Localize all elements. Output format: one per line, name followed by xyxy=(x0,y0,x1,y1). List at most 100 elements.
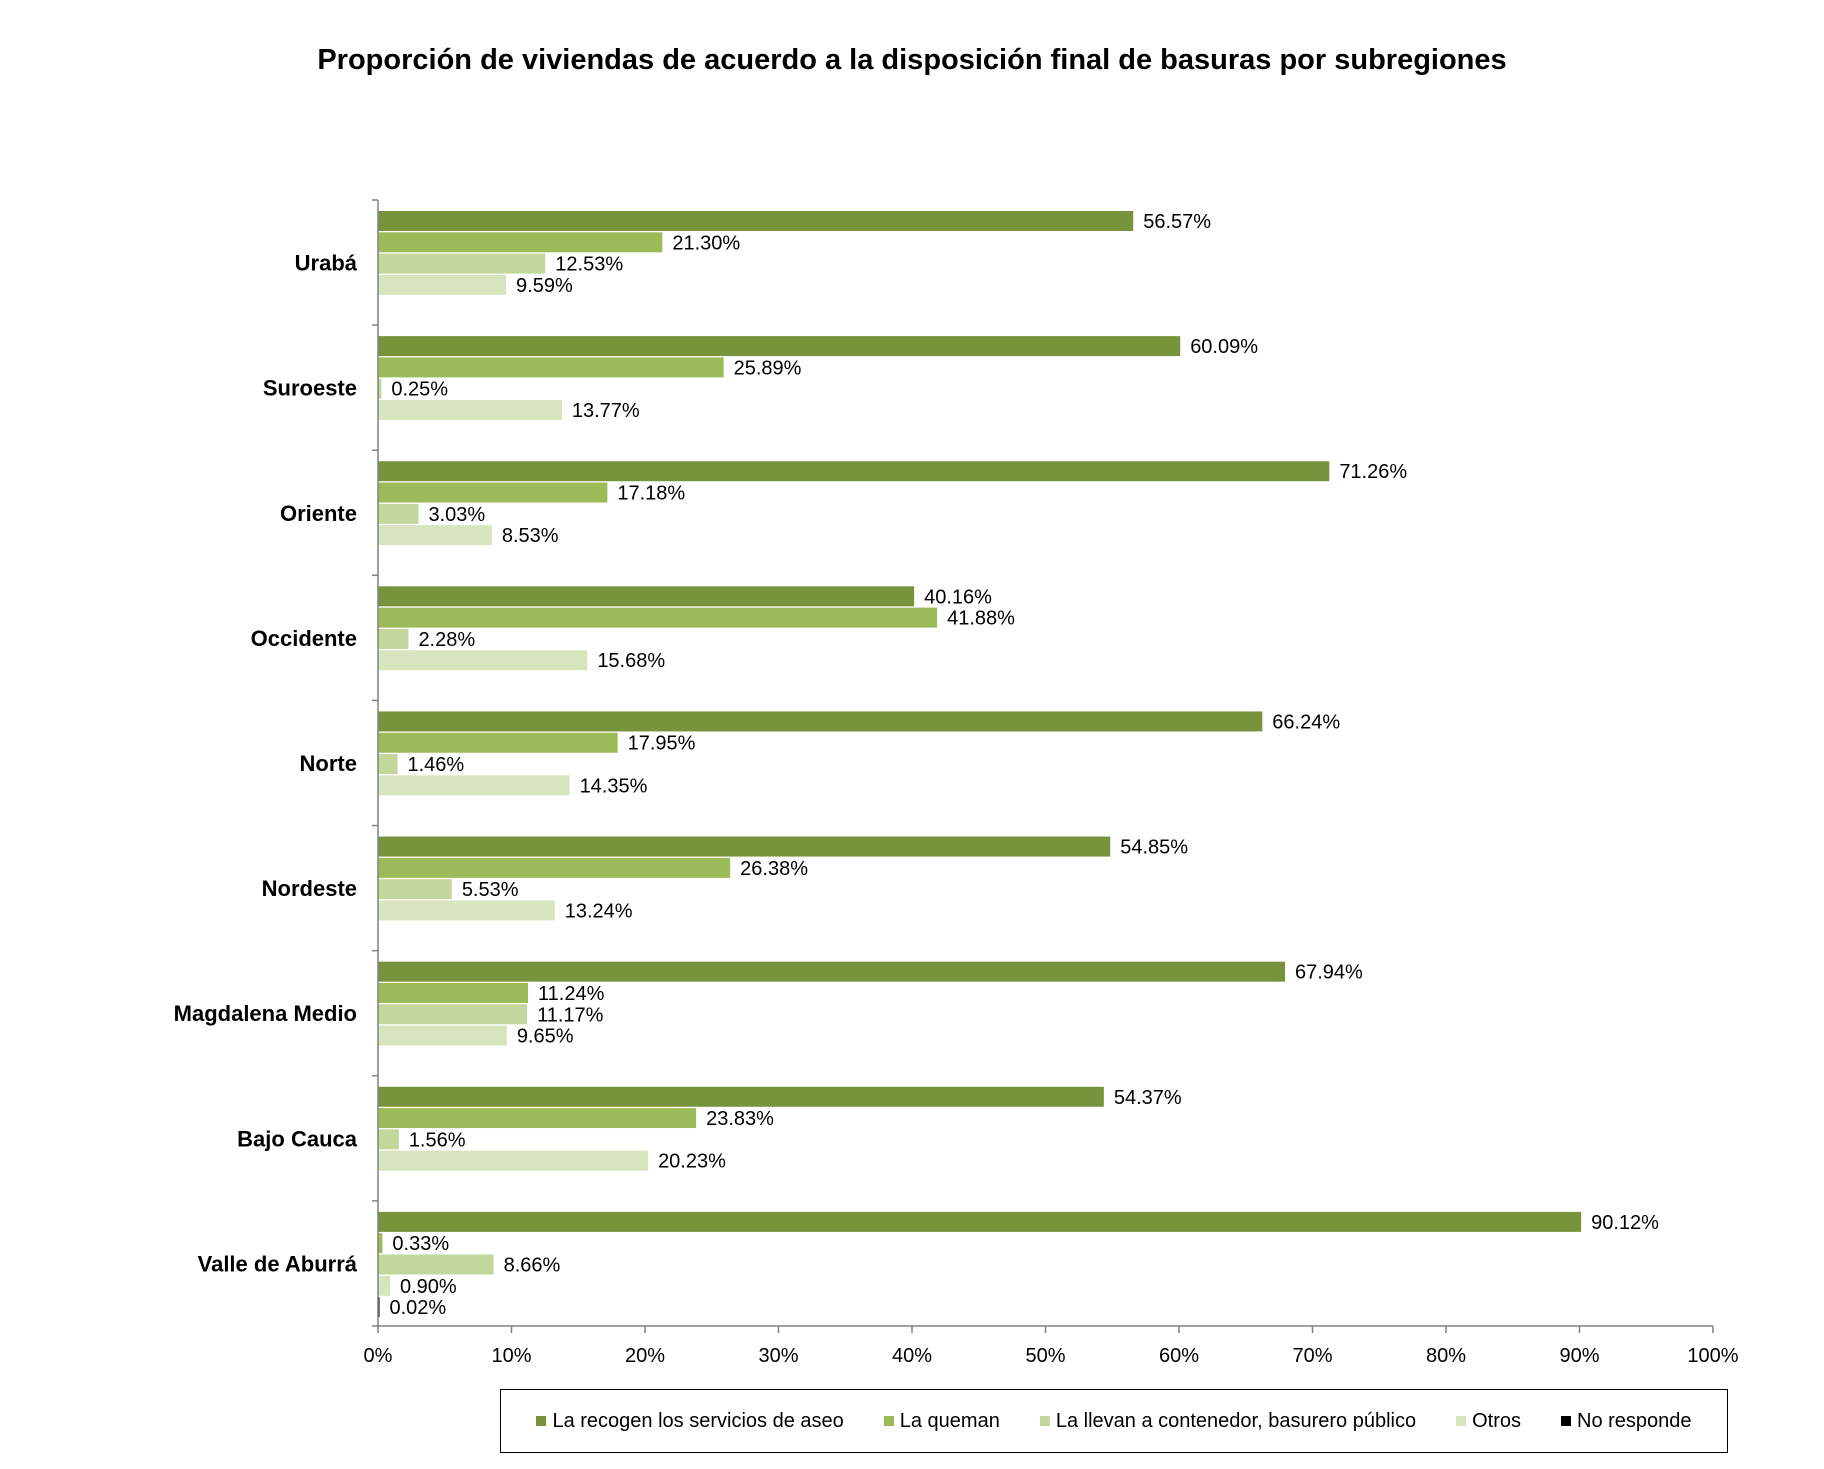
bar-suroeste-la-queman xyxy=(378,357,724,378)
data-label-suroeste-la-recogen-los-servicios-de-aseo: 60.09% xyxy=(1190,336,1258,358)
legend-label: Otros xyxy=(1472,1409,1521,1432)
data-label-magdalena-medio-la-llevan-a-contenedor-basurero-publico: 11.17% xyxy=(537,1004,604,1026)
data-label-magdalena-medio-otros: 9.65% xyxy=(517,1026,574,1048)
legend-swatch xyxy=(536,1416,547,1426)
data-label-oriente-la-recogen-los-servicios-de-aseo: 71.26% xyxy=(1339,461,1407,483)
data-label-occidente-otros: 15.68% xyxy=(597,650,665,672)
bar-suroeste-otros xyxy=(378,400,562,421)
bar-occidente-la-queman xyxy=(378,607,938,628)
bar-oriente-la-llevan-a-contenedor-basurero-publico xyxy=(378,503,419,524)
y-tick-label-bajo-cauca: Bajo Cauca xyxy=(237,1126,358,1151)
chart-title: Proporción de viviendas de acuerdo a la … xyxy=(317,44,1507,76)
bar-uraba-la-llevan-a-contenedor-basurero-publico xyxy=(378,253,546,274)
legend-label: La queman xyxy=(899,1409,1000,1432)
x-tick-label: 70% xyxy=(1292,1345,1332,1367)
legend-label: No responde xyxy=(1577,1409,1692,1432)
legend-swatch xyxy=(1039,1416,1050,1426)
x-tick-label: 20% xyxy=(625,1345,665,1367)
bar-magdalena-medio-otros xyxy=(378,1025,507,1046)
bar-oriente-la-queman xyxy=(378,482,608,503)
x-tick-label: 100% xyxy=(1687,1345,1738,1367)
data-label-oriente-la-queman: 17.18% xyxy=(617,483,685,505)
data-label-suroeste-la-queman: 25.89% xyxy=(734,357,802,379)
data-label-magdalena-medio-la-queman: 11.24% xyxy=(538,983,605,1005)
data-label-valle-de-aburra-no-responde: 0.02% xyxy=(390,1297,447,1319)
data-label-valle-de-aburra-la-queman: 0.33% xyxy=(392,1233,449,1255)
data-label-suroeste-otros: 13.77% xyxy=(572,400,640,422)
data-label-bajo-cauca-la-recogen-los-servicios-de-aseo: 54.37% xyxy=(1114,1087,1182,1109)
legend-item-otros: Otros xyxy=(1456,1410,1521,1433)
bar-suroeste-la-recogen-los-servicios-de-aseo xyxy=(378,336,1181,357)
y-tick-label-magdalena-medio: Magdalena Medio xyxy=(174,1001,357,1026)
bar-bajo-cauca-otros xyxy=(378,1150,649,1171)
data-label-norte-la-recogen-los-servicios-de-aseo: 66.24% xyxy=(1272,711,1340,733)
data-label-occidente-la-queman: 41.88% xyxy=(947,608,1015,630)
data-label-bajo-cauca-otros: 20.23% xyxy=(658,1151,726,1173)
data-label-uraba-la-recogen-los-servicios-de-aseo: 56.57% xyxy=(1143,211,1211,233)
bar-nordeste-la-llevan-a-contenedor-basurero-publico xyxy=(378,879,452,900)
legend-item-la-llevan-a-contenedor-basurero-publico: La llevan a contenedor, basurero público xyxy=(1039,1410,1416,1433)
data-label-valle-de-aburra-otros: 0.90% xyxy=(400,1276,457,1298)
data-label-suroeste-la-llevan-a-contenedor-basurero-publico: 0.25% xyxy=(391,379,448,401)
bar-oriente-la-recogen-los-servicios-de-aseo xyxy=(378,461,1330,482)
bar-occidente-la-llevan-a-contenedor-basurero-publico xyxy=(378,628,409,649)
x-tick-label: 0% xyxy=(364,1345,393,1367)
y-tick-label-norte: Norte xyxy=(300,751,357,776)
y-tick-label-valle-de-aburra: Valle de Aburrá xyxy=(198,1251,358,1276)
bar-bajo-cauca-la-llevan-a-contenedor-basurero-publico xyxy=(378,1129,399,1150)
data-label-oriente-la-llevan-a-contenedor-basurero-publico: 3.03% xyxy=(428,504,485,526)
x-tick-label: 60% xyxy=(1159,1345,1199,1367)
legend-swatch xyxy=(1561,1416,1571,1426)
chart-plot: 56.57% 21.30% 12.53%9.59% Urabá 60.09% 25.89%… xyxy=(174,199,1739,1367)
bar-bajo-cauca-la-recogen-los-servicios-de-aseo xyxy=(378,1086,1104,1107)
data-label-oriente-otros: 8.53% xyxy=(502,525,559,547)
bar-norte-la-llevan-a-contenedor-basurero-publico xyxy=(378,754,398,775)
chart-legend: La recogen los servicios de aseo La quema… xyxy=(500,1389,1728,1453)
bar-valle-de-aburra-la-llevan-a-contenedor-basurero-publico xyxy=(378,1254,494,1275)
data-label-bajo-cauca-la-queman: 23.83% xyxy=(706,1108,774,1130)
bar-uraba-la-queman xyxy=(378,232,663,253)
x-tick-label: 80% xyxy=(1426,1345,1466,1367)
legend-swatch xyxy=(883,1416,894,1426)
x-tick-label: 50% xyxy=(1025,1345,1065,1367)
data-label-norte-la-llevan-a-contenedor-basurero-publico: 1.46% xyxy=(407,754,464,776)
bar-valle-de-aburra-la-queman xyxy=(378,1233,383,1254)
legend-item-la-queman: La queman xyxy=(883,1409,1000,1433)
legend-item-no-responde: No responde xyxy=(1561,1410,1692,1433)
bar-occidente-otros xyxy=(378,650,588,671)
bar-uraba-la-recogen-los-servicios-de-aseo xyxy=(378,211,1134,231)
bar-uraba-otros xyxy=(378,274,507,295)
bar-magdalena-medio-la-queman xyxy=(378,982,529,1003)
y-tick-label-uraba: Urabá xyxy=(295,251,358,276)
bar-norte-la-recogen-los-servicios-de-aseo xyxy=(378,711,1263,732)
bar-oriente-otros xyxy=(378,525,492,546)
data-label-nordeste-la-llevan-a-contenedor-basurero-publico: 5.53% xyxy=(462,879,519,901)
bar-magdalena-medio-la-llevan-a-contenedor-basurero-publico xyxy=(378,1004,528,1025)
data-label-nordeste-la-queman: 26.38% xyxy=(740,858,808,880)
bar-nordeste-la-queman xyxy=(378,857,731,878)
data-label-occidente-la-llevan-a-contenedor-basurero-publico: 2.28% xyxy=(418,629,475,651)
data-label-uraba-la-llevan-a-contenedor-basurero-publico: 12.53% xyxy=(555,254,623,276)
legend-label: La recogen los servicios de aseo xyxy=(552,1409,844,1432)
y-tick-label-suroeste: Suroeste xyxy=(263,376,357,401)
bar-occidente-la-recogen-los-servicios-de-aseo xyxy=(378,586,915,607)
legend-item-la-recogen-los-servicios-de-aseo: La recogen los servicios de aseo xyxy=(536,1409,844,1433)
data-label-norte-otros: 14.35% xyxy=(580,775,648,797)
x-tick-label: 90% xyxy=(1559,1345,1599,1367)
data-label-uraba-la-queman: 21.30% xyxy=(672,232,740,254)
bar-norte-otros xyxy=(378,775,570,796)
data-label-nordeste-otros: 13.24% xyxy=(565,900,633,922)
x-tick-label: 30% xyxy=(758,1345,798,1367)
y-tick-label-occidente: Occidente xyxy=(251,626,357,651)
bar-valle-de-aburra-otros xyxy=(378,1275,391,1296)
data-label-valle-de-aburra-la-recogen-los-servicios-de-aseo: 90.12% xyxy=(1591,1212,1659,1234)
y-tick-label-oriente: Oriente xyxy=(280,501,357,526)
x-tick-label: 10% xyxy=(491,1345,531,1367)
bar-norte-la-queman xyxy=(378,732,618,753)
x-tick-label: 40% xyxy=(892,1345,932,1367)
data-label-uraba-otros: 9.59% xyxy=(516,275,573,297)
bar-suroeste-la-llevan-a-contenedor-basurero-publico xyxy=(378,378,382,399)
data-label-norte-la-queman: 17.95% xyxy=(628,733,696,755)
bar-nordeste-otros xyxy=(378,900,555,921)
bar-magdalena-medio-la-recogen-los-servicios-de-aseo xyxy=(378,961,1285,982)
